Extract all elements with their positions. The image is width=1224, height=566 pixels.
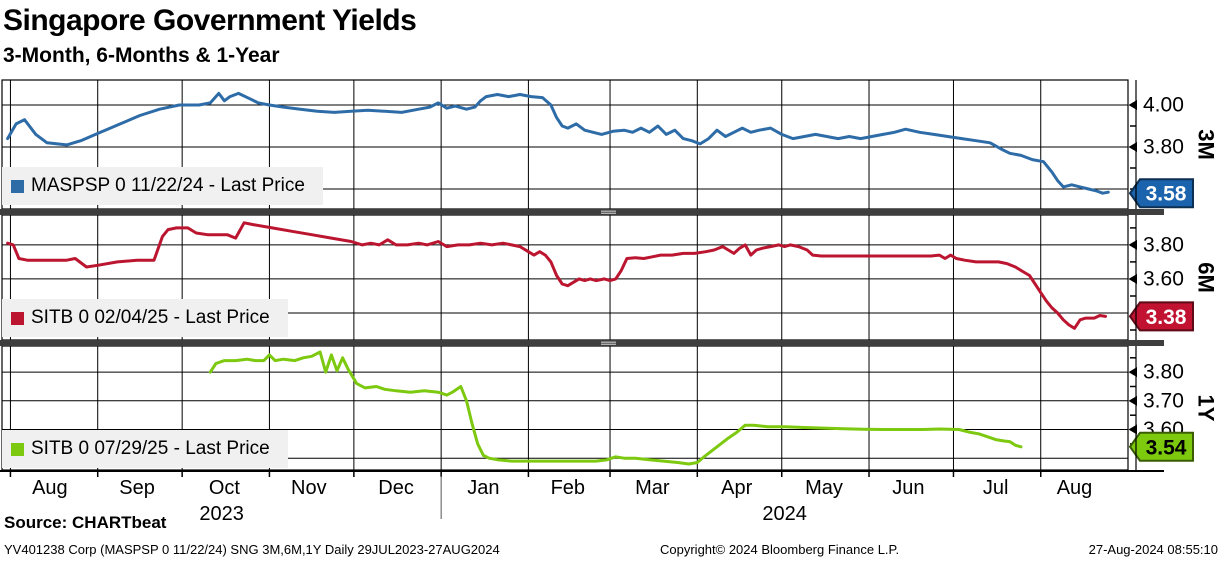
x-axis-month-label: Sep bbox=[119, 477, 155, 499]
last-price-value-3m: 3.58 bbox=[1146, 183, 1187, 206]
x-axis-month-label: Jun bbox=[892, 477, 924, 499]
legend-3m[interactable]: MASPSP 0 11/22/24 - Last Price bbox=[2, 167, 323, 205]
axis-tick-label: 3.60 bbox=[1143, 267, 1184, 290]
axis-tick-arrow-icon bbox=[1128, 239, 1137, 250]
series-line-1y bbox=[208, 350, 1023, 466]
source-label: Source: CHARTbeat bbox=[4, 513, 167, 532]
x-axis-year-label: 2024 bbox=[762, 503, 807, 525]
x-axis-month-label: May bbox=[805, 477, 843, 499]
page-subtitle: 3-Month, 6-Months & 1-Year bbox=[3, 44, 280, 67]
last-price-value-6m: 3.38 bbox=[1146, 306, 1187, 329]
axis-tick-label: 3.70 bbox=[1143, 389, 1184, 412]
axis-tick-arrow-icon bbox=[1128, 367, 1137, 378]
panel-resize-handle-icon[interactable] bbox=[601, 343, 616, 345]
x-axis-month-label: Oct bbox=[209, 477, 241, 499]
copyright-notice: Copyright© 2024 Bloomberg Finance L.P. bbox=[660, 542, 900, 557]
legend-label-1y: SITB 0 07/29/25 - Last Price bbox=[31, 438, 270, 459]
x-axis-month-label: Apr bbox=[721, 477, 752, 499]
legend-label-3m: MASPSP 0 11/22/24 - Last Price bbox=[31, 175, 305, 196]
security-description: YV401238 Corp (MASPSP 0 11/22/24) SNG 3M… bbox=[4, 542, 500, 557]
x-axis-year-label: 2023 bbox=[199, 503, 244, 525]
legend-swatch-6m-icon bbox=[11, 311, 24, 325]
legend-1y[interactable]: SITB 0 07/29/25 - Last Price bbox=[2, 430, 288, 468]
axis-tick-arrow-icon bbox=[1128, 142, 1137, 153]
x-axis-month-label: Mar bbox=[635, 477, 670, 499]
x-axis-month-label: Jul bbox=[983, 477, 1009, 499]
timestamp: 27-Aug-2024 08:55:10 bbox=[1088, 542, 1218, 557]
x-axis-month-label: Feb bbox=[551, 477, 585, 499]
legend-swatch-1y-icon bbox=[11, 442, 24, 456]
axis-title-3m: 3M bbox=[1194, 129, 1219, 160]
panel-resize-handle-icon[interactable] bbox=[601, 210, 616, 212]
axis-title-6m: 6M bbox=[1194, 262, 1219, 293]
axis-title-1y: 1Y bbox=[1194, 395, 1219, 422]
series-line-3m bbox=[6, 91, 1110, 195]
panel-resize-handle-icon[interactable] bbox=[601, 212, 616, 214]
last-price-tag-6m bbox=[1128, 301, 1194, 332]
axis-tick-label: 4.00 bbox=[1143, 94, 1184, 117]
axis-tick-arrow-icon bbox=[1128, 100, 1137, 111]
legend-6m[interactable]: SITB 0 02/04/25 - Last Price bbox=[2, 299, 288, 337]
axis-tick-label: 3.80 bbox=[1143, 136, 1184, 159]
x-axis-month-label: Jan bbox=[467, 477, 499, 499]
x-axis-month-label: Aug bbox=[32, 477, 68, 499]
axis-tick-arrow-icon bbox=[1128, 273, 1137, 284]
x-axis-month-label: Nov bbox=[291, 477, 327, 499]
panel-resize-handle-icon[interactable] bbox=[601, 341, 616, 343]
axis-tick-label: 3.80 bbox=[1143, 233, 1184, 256]
panel-separator bbox=[0, 209, 1164, 215]
axis-tick-arrow-icon bbox=[1128, 424, 1137, 435]
x-axis-month-label: Dec bbox=[378, 477, 414, 499]
legend-swatch-3m-icon bbox=[11, 179, 24, 193]
last-price-value-1y: 3.54 bbox=[1146, 436, 1187, 459]
axis-tick-label: 3.80 bbox=[1143, 361, 1184, 384]
axis-tick-arrow-icon bbox=[1128, 395, 1137, 406]
last-price-tag-3m bbox=[1128, 178, 1194, 209]
panel-separator bbox=[0, 340, 1164, 346]
page-title: Singapore Government Yields bbox=[3, 4, 417, 37]
x-axis-month-label: Aug bbox=[1057, 477, 1093, 499]
last-price-tag-1y bbox=[1128, 431, 1194, 462]
legend-label-6m: SITB 0 02/04/25 - Last Price bbox=[31, 307, 270, 328]
series-line-6m bbox=[6, 221, 1107, 330]
